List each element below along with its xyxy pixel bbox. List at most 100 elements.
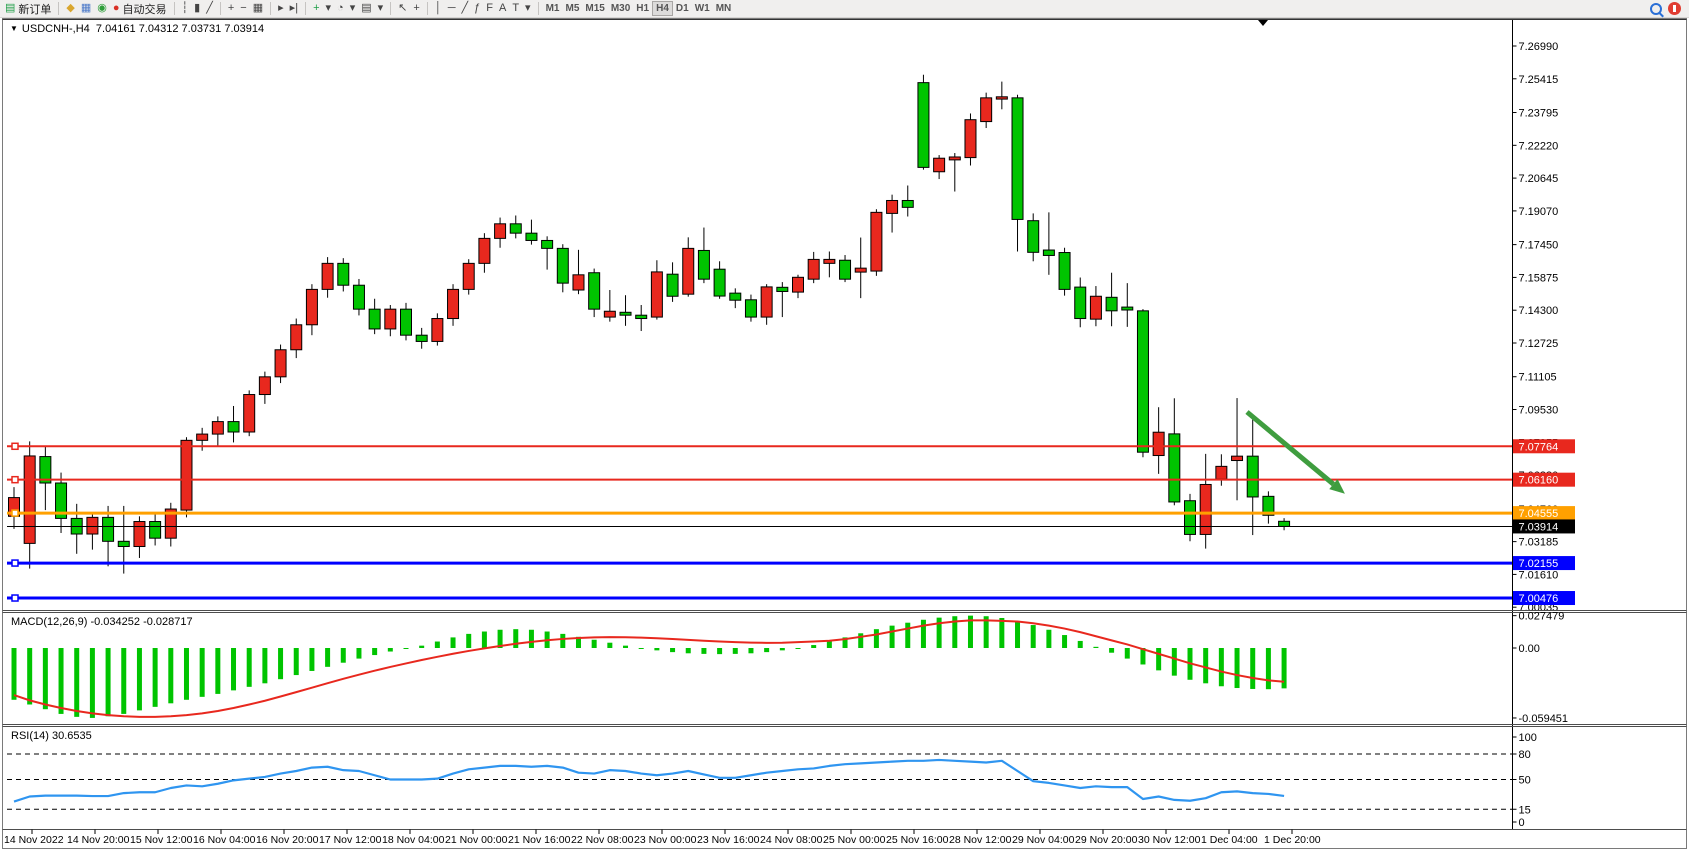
macd-histogram-bar: [811, 645, 817, 648]
time-axis-label[interactable]: 28 Nov 12:00: [949, 834, 1012, 846]
time-axis-label[interactable]: 29 Nov 04:00: [1012, 834, 1075, 846]
alerts-icon[interactable]: ◉: [97, 2, 107, 14]
chart-window-icon[interactable]: ◆: [66, 2, 75, 14]
time-axis-label[interactable]: 15 Nov 12:00: [130, 834, 193, 846]
periods-icon[interactable]: ◔: [337, 2, 344, 14]
macd-histogram-bar: [858, 633, 864, 648]
macd-histogram-bar: [685, 648, 691, 654]
tf-m5[interactable]: M5: [565, 3, 580, 14]
crosshair-icon[interactable]: +: [413, 2, 420, 14]
time-axis-label[interactable]: 14 Nov 20:00: [67, 834, 130, 846]
time-axis-label[interactable]: 17 Nov 12:00: [319, 834, 382, 846]
candlestick-chart-icon[interactable]: ▮: [194, 2, 201, 14]
time-axis-label[interactable]: 30 Nov 12:00: [1138, 834, 1201, 846]
new-order-button[interactable]: ▤ 新订单: [5, 2, 52, 16]
candlestick: [447, 288, 460, 320]
price-badge-label: 7.00476: [1519, 593, 1559, 605]
time-axis-label[interactable]: 25 Nov 00:00: [823, 834, 886, 846]
auto-scroll-icon[interactable]: ▸: [278, 2, 284, 14]
tile-windows-icon[interactable]: ▦: [252, 2, 264, 14]
line-drag-handle[interactable]: [11, 509, 19, 517]
time-axis-label[interactable]: 16 Nov 20:00: [256, 834, 319, 846]
toolbar-separator: [305, 2, 307, 15]
macd-histogram-bar: [1124, 648, 1130, 659]
time-axis-label[interactable]: 21 Nov 00:00: [445, 834, 508, 846]
time-axis-label[interactable]: 29 Nov 20:00: [1075, 834, 1138, 846]
time-axis-label[interactable]: 23 Nov 16:00: [697, 834, 760, 846]
search-icon[interactable]: [1650, 2, 1662, 15]
chart-collapse-icon[interactable]: ▼: [10, 24, 18, 33]
trendline-icon[interactable]: ╱: [461, 2, 469, 14]
candlestick: [650, 271, 663, 318]
candlestick: [494, 223, 507, 239]
tf-h1[interactable]: H1: [636, 3, 650, 14]
fibo-fan-icon[interactable]: F: [486, 2, 493, 14]
horizontal-line-icon[interactable]: ─: [447, 2, 456, 14]
tf-m30[interactable]: M30: [610, 3, 631, 14]
autotrading-button[interactable]: ● 自动交易: [112, 2, 167, 16]
tf-m15[interactable]: M15: [585, 3, 605, 14]
panel-collapse-arrow[interactable]: [1258, 20, 1268, 26]
candlestick: [729, 292, 742, 301]
macd-histogram-bar: [1203, 648, 1209, 684]
candlestick: [415, 334, 428, 342]
cursor-icon[interactable]: ↖: [398, 2, 408, 14]
profile-icon[interactable]: ▦: [80, 2, 92, 14]
zoom-in-icon[interactable]: +: [227, 2, 235, 14]
text-icon[interactable]: A: [498, 2, 507, 14]
macd-histogram-bar: [246, 648, 252, 687]
macd-histogram-bar: [168, 648, 174, 704]
vertical-line-icon[interactable]: │: [434, 2, 442, 14]
chart-symbol-period: USDCNH-,H4: [21, 23, 90, 35]
macd-histogram-bar: [152, 648, 158, 707]
bar-chart-icon[interactable]: ┆: [181, 2, 189, 14]
tf-w1[interactable]: W1: [694, 3, 710, 14]
time-axis-label[interactable]: 24 Nov 08:00: [760, 834, 823, 846]
time-axis-label[interactable]: 22 Nov 08:00: [571, 834, 634, 846]
templates-dropdown-icon[interactable]: ▾: [377, 2, 384, 14]
line-drag-handle[interactable]: [11, 559, 19, 567]
price-axis-tick-label: 7.19070: [1519, 206, 1559, 218]
candlestick: [588, 272, 601, 310]
candlestick: [839, 259, 852, 280]
periods-dropdown-icon[interactable]: ▾: [349, 2, 356, 14]
time-axis-label[interactable]: 18 Nov 04:00: [382, 834, 445, 846]
time-axis-label[interactable]: 25 Nov 16:00: [886, 834, 949, 846]
time-axis-label[interactable]: 21 Nov 16:00: [508, 834, 571, 846]
time-axis-label[interactable]: 14 Nov 2022: [4, 834, 64, 846]
macd-histogram-bar: [387, 648, 393, 652]
fibonacci-icon[interactable]: ƒ: [474, 2, 481, 14]
trend-arrow-annotation[interactable]: [1245, 410, 1335, 487]
templates-icon[interactable]: ▤: [361, 2, 372, 14]
line-drag-handle[interactable]: [11, 475, 19, 484]
line-chart-icon[interactable]: ╱: [206, 2, 213, 14]
time-axis-label[interactable]: 23 Nov 00:00: [634, 834, 697, 846]
label-icon[interactable]: T: [512, 2, 520, 14]
rsi-axis-label: 80: [1519, 749, 1531, 761]
tf-m1[interactable]: M1: [545, 3, 560, 14]
zoom-out-icon[interactable]: −: [240, 2, 247, 14]
line-drag-handle[interactable]: [11, 594, 19, 602]
indicators-dropdown-icon[interactable]: ▾: [325, 2, 332, 14]
shapes-dropdown-icon[interactable]: ▾: [525, 2, 531, 14]
time-axis-label[interactable]: 1 Dec 04:00: [1201, 834, 1258, 846]
candlestick: [117, 540, 130, 548]
tf-mn[interactable]: MN: [715, 3, 732, 14]
macd-histogram-bar: [497, 629, 503, 648]
candlestick: [337, 262, 350, 286]
tf-d1[interactable]: D1: [675, 3, 689, 14]
candlestick: [1184, 500, 1196, 535]
tf-h4[interactable]: H4: [652, 1, 673, 16]
time-axis-label[interactable]: 16 Nov 04:00: [193, 834, 256, 846]
chart-shift-icon[interactable]: ▸|: [289, 2, 299, 14]
macd-histogram-bar: [434, 641, 440, 648]
candlestick: [133, 521, 146, 548]
community-icon[interactable]: [1668, 2, 1681, 15]
time-axis-label[interactable]: 1 Dec 20:00: [1264, 834, 1321, 846]
indicators-icon[interactable]: +: [313, 2, 320, 14]
toolbar-group: ▤ 新订单: [0, 0, 56, 17]
line-drag-handle[interactable]: [11, 442, 19, 451]
candlestick: [384, 308, 397, 330]
candlestick: [776, 286, 789, 292]
